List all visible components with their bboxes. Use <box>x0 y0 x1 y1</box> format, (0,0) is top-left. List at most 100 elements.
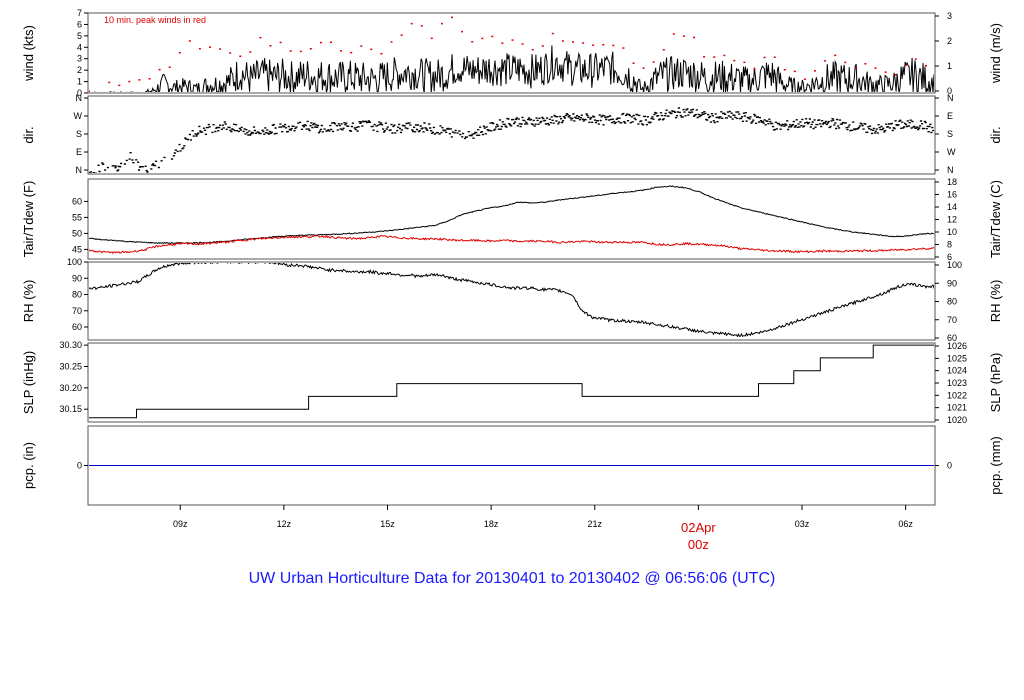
y-tick-label-right: 2 <box>947 36 952 46</box>
peak-wind-point <box>420 25 423 27</box>
peak-wind-point <box>440 22 443 25</box>
peak-wind-point <box>884 71 887 73</box>
y-tick-label-right: 0 <box>947 86 952 96</box>
peak-wind-point <box>854 67 857 70</box>
peak-wind-point <box>904 64 907 67</box>
peak-wind-point <box>430 37 433 40</box>
panel-pcp <box>84 425 939 506</box>
peak-wind-point <box>914 58 917 60</box>
peak-wind-point <box>319 41 322 44</box>
y-tick-label-right: 80 <box>947 297 957 307</box>
y-tick-label-right: 1022 <box>947 390 967 400</box>
peak-wind-point <box>662 49 665 51</box>
peak-wind-point <box>924 64 927 67</box>
panel-temp <box>84 178 939 260</box>
y-tick-label-right: 0 <box>947 461 952 471</box>
peak-wind-point <box>158 68 161 71</box>
y-tick-label-left: N <box>76 165 83 175</box>
y-tick-label-right: 8 <box>947 240 952 250</box>
y-tick-label-left: 50 <box>72 228 82 238</box>
y-tick-label-left: W <box>74 111 83 121</box>
x-tick-label: 03z <box>795 519 810 529</box>
panel-data <box>89 16 934 92</box>
y-tick-label-right: 6 <box>947 252 952 262</box>
peak-wind-point <box>894 74 897 76</box>
y-tick-label-left: 3 <box>77 54 82 64</box>
peak-wind-point <box>622 47 625 49</box>
peak-wind-point <box>824 60 827 62</box>
y-axis-label-right: dir. <box>988 126 1003 143</box>
peak-wind-point <box>198 47 201 50</box>
y-tick-label-left: 6 <box>77 19 82 29</box>
series-slp <box>89 344 934 419</box>
peak-wind-point <box>541 45 544 47</box>
x-tick-label-date-hour: 00z <box>688 537 709 552</box>
peak-wind-point <box>723 54 726 57</box>
y-axis-label-right: SLP (hPa) <box>988 353 1003 413</box>
peak-wind-point <box>168 66 171 68</box>
y-tick-label-right: 70 <box>947 315 957 325</box>
y-tick-label-right: N <box>947 93 954 103</box>
y-tick-label-left: 45 <box>72 244 82 254</box>
panel-rh <box>84 261 939 341</box>
y-tick-label-right: 12 <box>947 215 957 225</box>
y-tick-label-left: E <box>76 147 82 157</box>
series-wind <box>94 45 934 92</box>
y-tick-label-left: 1 <box>77 77 82 87</box>
peak-wind-point <box>289 50 292 52</box>
y-tick-label-right: 1 <box>947 61 952 71</box>
peak-wind-point <box>148 78 151 80</box>
y-axis-label-right: pcp. (mm) <box>988 436 1003 495</box>
peak-wind-legend: 10 min. peak winds in red <box>104 15 206 25</box>
y-axis-label-right: Tair/Tdew (C) <box>988 180 1003 258</box>
peak-wind-point <box>844 61 847 64</box>
y-tick-label-left: N <box>76 93 83 103</box>
peak-wind-point <box>229 52 232 54</box>
y-tick-label-right: 90 <box>947 278 957 288</box>
y-tick-label-left: 30.15 <box>59 404 82 414</box>
peak-wind-point <box>642 67 645 69</box>
series-rh <box>89 263 934 338</box>
panel-frame <box>87 12 936 94</box>
x-tick-label: 18z <box>484 519 499 529</box>
peak-wind-point <box>602 44 605 46</box>
peak-wind-point <box>531 49 534 51</box>
panel-dir <box>84 95 939 175</box>
panel-data <box>89 344 934 419</box>
y-tick-label-right: 1024 <box>947 366 967 376</box>
y-tick-label-right: S <box>947 129 953 139</box>
peak-wind-point <box>793 70 796 73</box>
y-axis-label-left: dir. <box>21 126 36 143</box>
y-tick-label-right: 3 <box>947 11 952 21</box>
peak-wind-point <box>773 56 776 58</box>
y-tick-label-right: 1025 <box>947 353 967 363</box>
peak-wind-point <box>783 69 786 71</box>
peak-wind-point <box>511 39 514 41</box>
series-direction <box>89 107 934 173</box>
peak-wind-point <box>178 52 181 54</box>
peak-wind-point <box>410 22 413 25</box>
peak-wind-point <box>592 44 595 46</box>
panel-slp <box>84 342 939 423</box>
y-tick-label-left: 30.25 <box>59 361 82 371</box>
peak-wind-point <box>340 50 343 52</box>
y-axis-label-left: SLP (inHg) <box>21 351 36 414</box>
y-tick-label-left: 100 <box>67 257 82 267</box>
x-tick-label: 15z <box>380 519 395 529</box>
peak-wind-point <box>269 45 272 47</box>
y-tick-label-right: 14 <box>947 202 957 212</box>
y-tick-label-left: S <box>76 129 82 139</box>
peak-wind-point <box>219 48 222 50</box>
peak-wind-point <box>743 61 746 64</box>
y-tick-label-right: 18 <box>947 177 957 187</box>
peak-wind-point <box>249 51 252 53</box>
y-tick-label-left: 60 <box>72 322 82 332</box>
peak-wind-point <box>209 46 211 48</box>
y-tick-label-right: N <box>947 165 954 175</box>
peak-wind-point <box>612 44 615 47</box>
panel-frame <box>87 95 936 175</box>
peak-wind-point <box>572 41 574 43</box>
y-tick-label-left: 30.30 <box>59 340 82 350</box>
peak-wind-point <box>733 59 736 62</box>
peak-wind-point <box>108 81 111 84</box>
